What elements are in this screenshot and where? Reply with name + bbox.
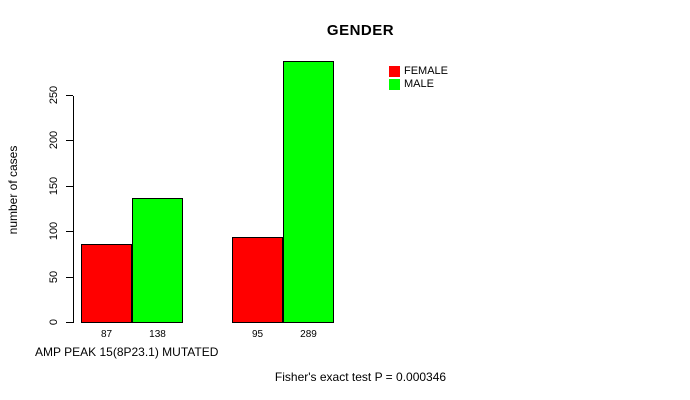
bar-value-label: 95: [251, 329, 264, 340]
y-tick-mark: [66, 95, 73, 96]
y-tick-label: 0: [48, 318, 60, 326]
legend: FEMALE MALE: [389, 66, 448, 90]
y-tick-mark: [66, 140, 73, 141]
bar-male-group-2: [283, 61, 334, 323]
chart-title: GENDER: [326, 22, 395, 39]
bar-value-label: 138: [149, 329, 166, 340]
y-tick-label: 100: [48, 221, 60, 241]
legend-label: MALE: [404, 78, 434, 90]
legend-swatch-male: [389, 79, 400, 90]
y-tick-mark: [66, 186, 73, 187]
legend-item-male: MALE: [389, 79, 448, 90]
y-axis: [73, 96, 74, 323]
y-tick-mark: [66, 322, 73, 323]
bar-female-group-1: [81, 244, 132, 323]
bar-value-label: 87: [100, 329, 113, 340]
y-tick-label: 150: [48, 176, 60, 196]
bar-female-group-2: [232, 237, 283, 323]
legend-label: FEMALE: [404, 65, 449, 77]
y-tick-label: 250: [48, 85, 60, 105]
y-axis-label: number of cases: [6, 145, 20, 235]
bar-value-label: 289: [300, 329, 317, 340]
legend-item-female: FEMALE: [389, 66, 448, 77]
y-tick-mark: [66, 277, 73, 278]
x-axis-label: AMP PEAK 15(8P23.1) MUTATED: [35, 345, 219, 359]
y-tick-mark: [66, 231, 73, 232]
y-tick-label: 200: [48, 130, 60, 150]
bar-male-group-1: [132, 198, 183, 323]
y-tick-label: 50: [48, 270, 60, 284]
annotation-fisher-test: Fisher's exact test P = 0.000346: [274, 370, 447, 384]
legend-swatch-female: [389, 66, 400, 77]
